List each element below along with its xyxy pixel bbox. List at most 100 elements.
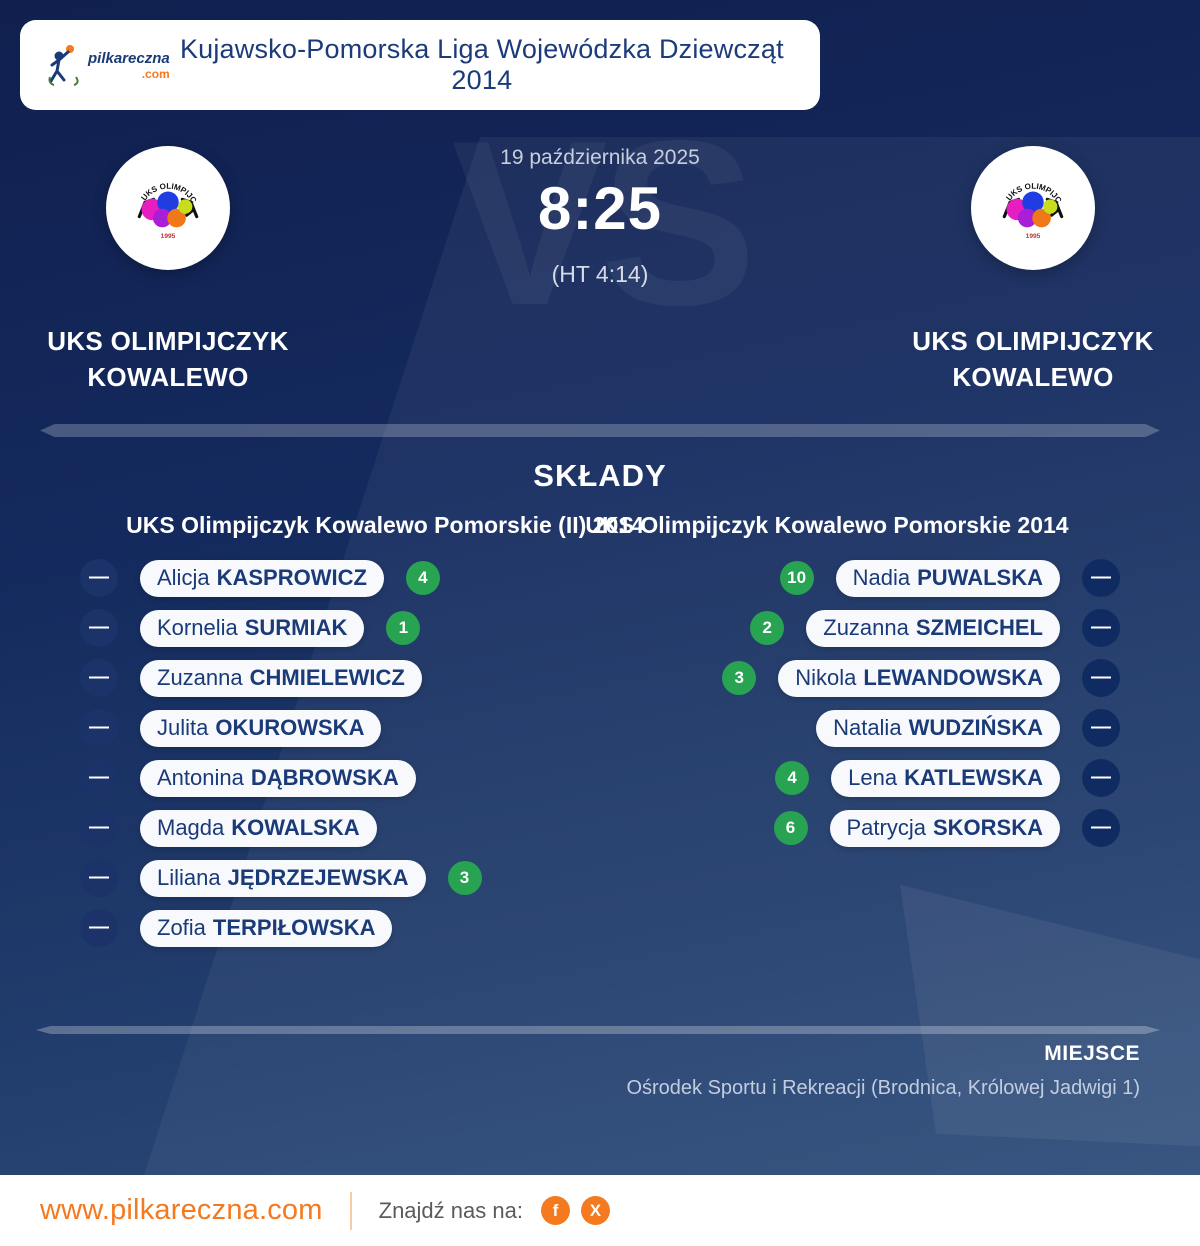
player-last-name: KASPROWICZ: [216, 565, 367, 590]
dash-icon: —: [1082, 559, 1120, 597]
goals-badge: 3: [722, 661, 757, 695]
player-first-name: Zofia: [157, 915, 206, 940]
player-last-name: SZMEICHEL: [915, 615, 1043, 640]
goals-badge: 4: [405, 561, 440, 595]
away-team-name-line2: KOWALEWO: [952, 361, 1114, 392]
player-last-name: SKORSKA: [932, 815, 1043, 840]
dash-icon: —: [80, 859, 118, 897]
away-lineup-heading: UKS Olimpijczyk Kowalewo Pomorskie 2014: [585, 512, 1069, 538]
player-first-name: Nikola: [795, 665, 857, 690]
player-pill: Magda KOWALSKA: [140, 809, 377, 847]
match-date: 19 października 2025: [500, 146, 700, 169]
away-team-name: UKS OLIMPIJCZYK KOWALEWO: [912, 324, 1153, 396]
player-first-name: Lena: [848, 765, 898, 790]
league-title: Kujawsko-Pomorska Liga Wojewódzka Dziewc…: [179, 34, 784, 95]
player-first-name: Liliana: [157, 865, 221, 890]
club-crest-icon: UKS OLIMPIJCZYK 1995: [125, 165, 198, 240]
dash-icon: —: [1082, 659, 1120, 697]
player-first-name: Patrycja: [846, 815, 926, 840]
brand-text: pilkareczna .com: [88, 51, 170, 80]
league-header-card: pilkareczna .com Kujawsko-Pomorska Liga …: [20, 20, 820, 110]
away-team-block: UKS OLIMPIJCZYK 1995 UKS OLIMPIJCZYK KOW…: [903, 146, 1163, 396]
player-last-name: SURMIAK: [244, 615, 348, 640]
player-row: 2 Zuzanna SZMEICHEL —: [722, 603, 1120, 653]
venue-label: MIEJSCE: [1044, 1042, 1140, 1065]
player-row: 10 Nadia PUWALSKA —: [722, 553, 1120, 603]
player-pill: Zofia TERPIŁOWSKA: [140, 909, 393, 947]
player-row: — Kornelia SURMIAK 1: [80, 603, 482, 653]
player-pill: Antonina DĄBROWSKA: [140, 759, 416, 797]
player-row: — Alicja KASPROWICZ 4: [80, 553, 482, 603]
goals-badge: 3: [447, 861, 482, 895]
dash-icon: —: [80, 909, 118, 947]
player-row: — Antonina DĄBROWSKA: [80, 753, 482, 803]
player-row: Natalia WUDZIŃSKA —: [722, 703, 1120, 753]
player-last-name: WUDZIŃSKA: [908, 715, 1043, 740]
player-pill: Nadia PUWALSKA: [835, 559, 1060, 597]
find-us-label: Znajdź nas na:: [378, 1197, 523, 1223]
player-last-name: TERPIŁOWSKA: [212, 915, 376, 940]
player-pill: Alicja KASPROWICZ: [140, 559, 384, 597]
section-divider: [40, 424, 1160, 437]
player-last-name: OKUROWSKA: [215, 715, 365, 740]
goals-badge: 6: [773, 811, 808, 845]
lineups-section-title: SKŁADY: [533, 458, 667, 493]
player-first-name: Magda: [157, 815, 225, 840]
player-last-name: PUWALSKA: [917, 565, 1043, 590]
home-team-name-line2: KOWALEWO: [87, 361, 249, 392]
player-first-name: Alicja: [157, 565, 210, 590]
dash-icon: —: [1082, 609, 1120, 647]
facebook-icon[interactable]: f: [540, 1196, 570, 1225]
player-last-name: LEWANDOWSKA: [863, 665, 1043, 690]
player-last-name: KOWALSKA: [231, 815, 360, 840]
home-team-name-line1: UKS OLIMPIJCZYK: [47, 326, 289, 356]
dash-icon: —: [1082, 809, 1120, 847]
handball-player-icon: [48, 45, 79, 86]
goals-badge: 2: [750, 611, 785, 645]
venue-value: Ośrodek Sportu i Rekreacji (Brodnica, Kr…: [626, 1077, 1140, 1099]
player-pill: Liliana JĘDRZEJEWSKA: [140, 859, 426, 897]
dash-icon: —: [1082, 709, 1120, 747]
club-crest-icon: UKS OLIMPIJCZYK 1995: [990, 165, 1063, 240]
player-row: — Zuzanna CHMIELEWICZ: [80, 653, 482, 703]
dash-icon: —: [80, 659, 118, 697]
score-block: 19 października 2025 8:25 (HT 4:14): [320, 146, 880, 288]
home-roster: — Alicja KASPROWICZ 4 — Kornelia SURMIAK 1 — Zuza…: [80, 553, 482, 953]
player-row: 6 Patrycja SKORSKA —: [722, 803, 1120, 853]
brand-tld: .com: [141, 66, 170, 81]
player-pill: Kornelia SURMIAK: [140, 609, 365, 647]
player-row: — Julita OKUROWSKA: [80, 703, 482, 753]
player-pill: Nikola LEWANDOWSKA: [778, 659, 1060, 697]
player-last-name: CHMIELEWICZ: [249, 665, 405, 690]
dash-icon: —: [80, 809, 118, 847]
halftime-score: (HT 4:14): [551, 261, 649, 287]
website-link[interactable]: www.pilkareczna.com: [40, 1194, 323, 1226]
dash-icon: —: [1082, 759, 1120, 797]
player-row: 3 Nikola LEWANDOWSKA —: [722, 653, 1120, 703]
player-last-name: JĘDRZEJEWSKA: [227, 865, 409, 890]
home-team-block: UKS OLIMPIJCZYK 1995 UKS OLIMPIJCZYK KOW…: [38, 146, 298, 396]
player-first-name: Zuzanna: [823, 615, 909, 640]
player-first-name: Nadia: [852, 565, 911, 590]
brand-name: pilkareczna: [88, 49, 170, 67]
svg-text:1995: 1995: [161, 233, 176, 240]
goals-badge: 4: [775, 761, 810, 795]
player-pill: Natalia WUDZIŃSKA: [816, 709, 1060, 747]
dash-icon: —: [80, 709, 118, 747]
pilkareczna-logo: pilkareczna .com: [46, 43, 170, 87]
x-icon[interactable]: X: [580, 1196, 610, 1225]
player-pill: Zuzanna SZMEICHEL: [806, 609, 1060, 647]
venue-block: MIEJSCE Ośrodek Sportu i Rekreacji (Brod…: [626, 1042, 1140, 1100]
away-roster: 10 Nadia PUWALSKA — 2 Zuzanna SZMEICHEL — 3 Nikol…: [722, 553, 1120, 953]
away-team-logo: UKS OLIMPIJCZYK 1995: [971, 146, 1095, 270]
player-row: — Liliana JĘDRZEJEWSKA 3: [80, 853, 482, 903]
player-pill: Julita OKUROWSKA: [140, 709, 382, 747]
home-lineup-heading: UKS Olimpijczyk Kowalewo Pomorskie (II) …: [126, 512, 644, 538]
player-pill: Zuzanna CHMIELEWICZ: [140, 659, 422, 697]
player-row: — Magda KOWALSKA: [80, 803, 482, 853]
home-team-name: UKS OLIMPIJCZYK KOWALEWO: [47, 324, 288, 396]
rosters: — Alicja KASPROWICZ 4 — Kornelia SURMIAK 1 — Zuza…: [80, 553, 1120, 953]
